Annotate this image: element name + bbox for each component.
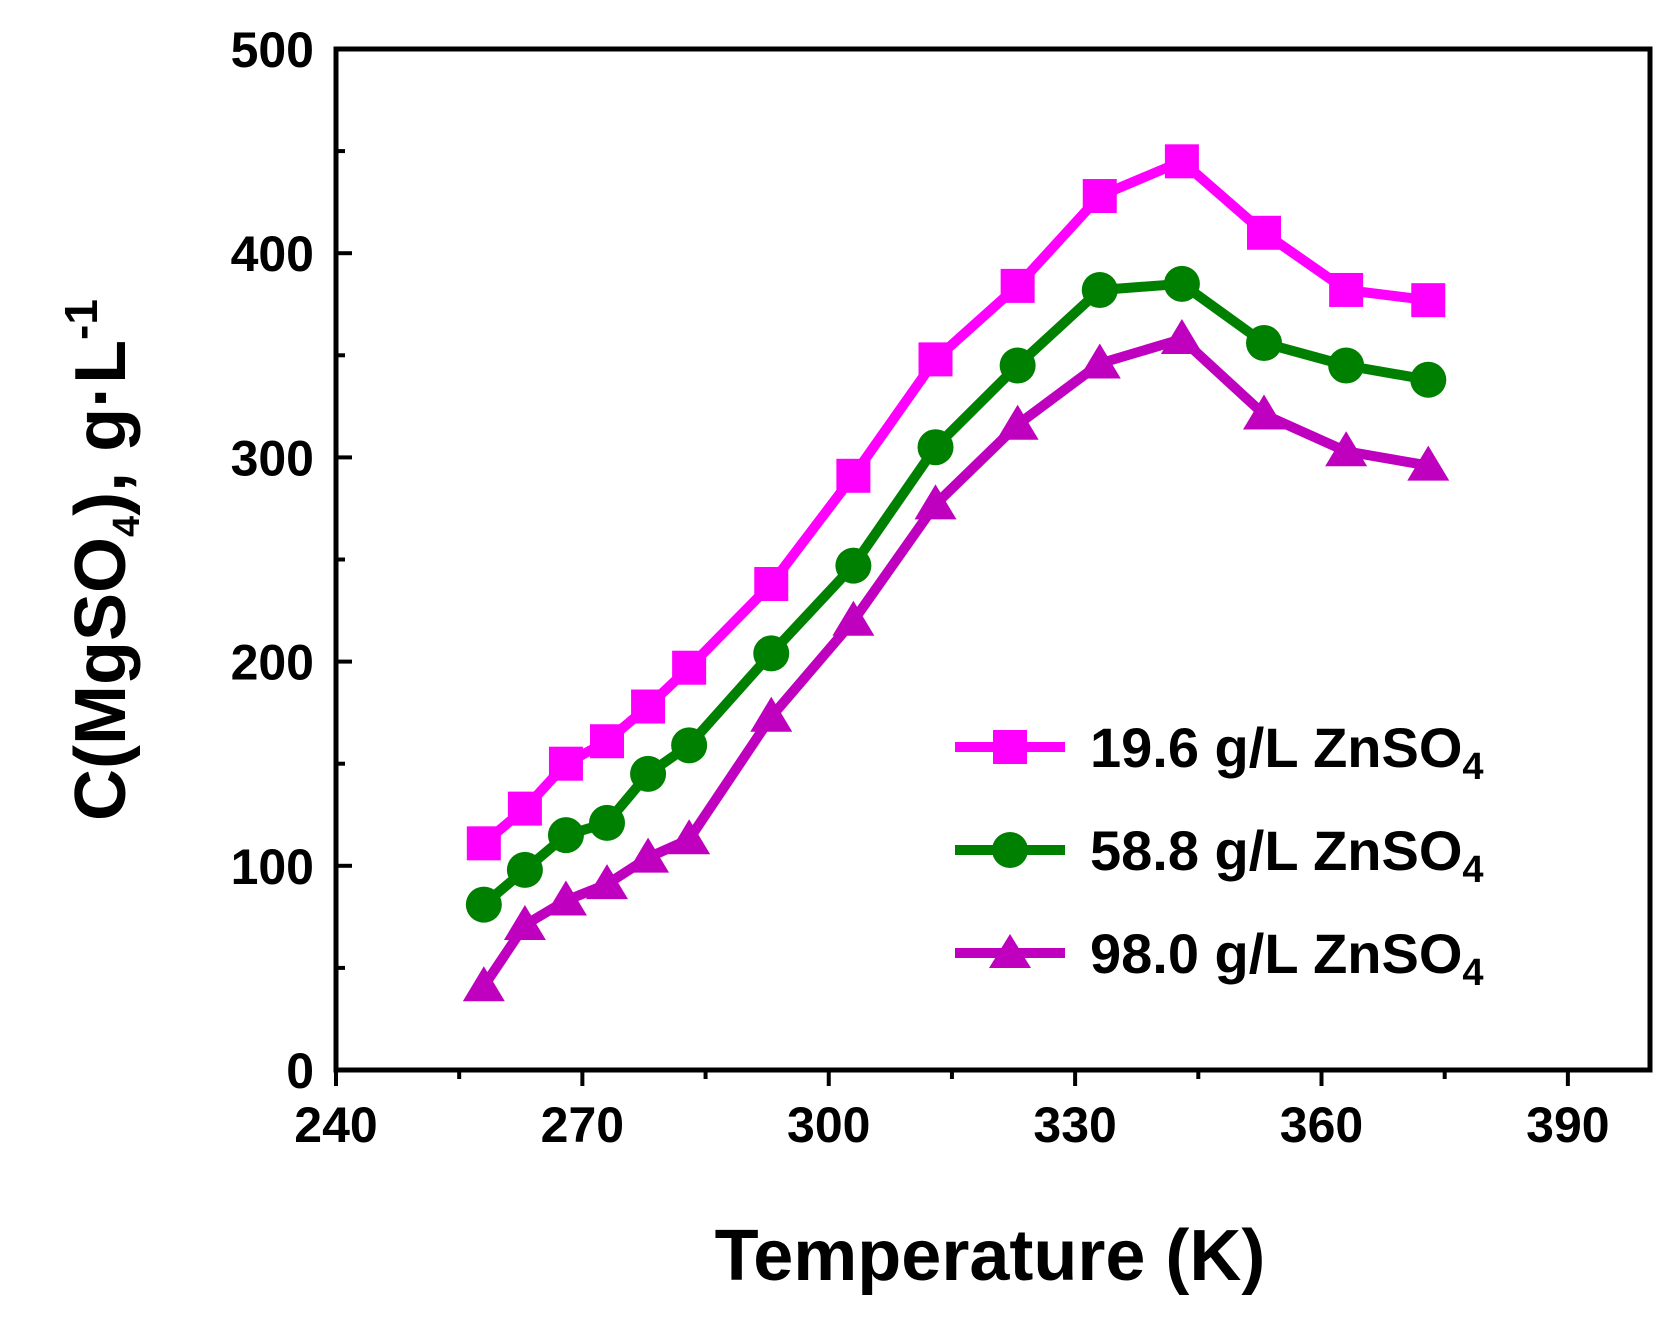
data-point-triangle — [832, 600, 875, 636]
y-axis-title-subscript: 4 — [106, 516, 148, 537]
data-point-circle — [1328, 347, 1365, 384]
legend: 19.6 g/L ZnSO4 58.8 g/L ZnSO4 98.0 g/L Z… — [955, 716, 1484, 994]
data-point-square — [836, 458, 871, 493]
data-point-circle — [506, 851, 543, 888]
y-axis-title: C(MgSO4), g·L-1 — [55, 299, 148, 821]
data-point-square — [1000, 268, 1035, 303]
series-line — [479, 334, 1430, 990]
data-point-triangle — [627, 837, 670, 873]
y-tick-label: 200 — [231, 635, 314, 691]
data-point-circle — [465, 886, 502, 923]
legend-entry: 98.0 g/L ZnSO4 — [955, 922, 1484, 994]
legend-entry: 19.6 g/L ZnSO4 — [955, 716, 1484, 788]
y-tick-label: 100 — [231, 839, 314, 895]
x-tick-label: 300 — [787, 1097, 870, 1153]
data-point-circle — [547, 817, 584, 854]
data-point-square — [1082, 179, 1117, 214]
data-point-triangle — [503, 905, 546, 941]
legend-label-2-sub: 4 — [1462, 849, 1483, 891]
data-point-triangle — [1243, 394, 1286, 430]
x-tick-label: 330 — [1033, 1097, 1116, 1153]
data-point-square — [1164, 144, 1199, 179]
data-point-triangle — [750, 696, 793, 732]
x-tick-label: 390 — [1526, 1097, 1609, 1153]
data-point-circle — [1081, 271, 1118, 308]
x-axis-title: Temperature (K) — [715, 1216, 1266, 1296]
data-point-circle — [671, 727, 708, 764]
data-point-square — [918, 342, 953, 377]
y-tick-label: 500 — [231, 22, 314, 78]
y-axis-title-superscript: -1 — [55, 299, 107, 340]
data-point-circle — [1410, 361, 1447, 398]
data-point-circle — [753, 635, 790, 672]
data-point-triangle — [1407, 445, 1450, 481]
plot-series — [462, 144, 1450, 1002]
data-point-circle — [999, 347, 1036, 384]
x-tick-label: 240 — [294, 1097, 377, 1153]
legend-label-1-sub: 4 — [1462, 746, 1483, 788]
legend-label-3: 98.0 g/L ZnSO4 — [1090, 922, 1484, 994]
data-point-square — [1411, 283, 1446, 318]
data-point-triangle — [544, 880, 587, 916]
data-point-square — [1329, 272, 1364, 307]
y-axis-title-main: C(MgSO — [61, 537, 141, 821]
data-point-circle — [630, 755, 667, 792]
legend-entry: 58.8 g/L ZnSO4 — [955, 819, 1484, 891]
data-point-square — [466, 826, 501, 861]
data-point-triangle — [1160, 318, 1203, 354]
y-axis-title-rest: ), g·L — [61, 340, 141, 516]
series-1 — [466, 144, 1446, 861]
data-point-triangle — [1325, 431, 1368, 467]
data-point-triangle — [1078, 343, 1121, 379]
data-point-circle — [589, 804, 626, 841]
x-tick-label: 360 — [1280, 1097, 1363, 1153]
y-tick-label: 0 — [286, 1043, 314, 1099]
data-point-circle — [835, 547, 872, 584]
data-point-square — [631, 689, 666, 724]
legend-label-2-main: 58.8 g/L ZnSO — [1090, 819, 1462, 882]
data-point-square — [1247, 215, 1282, 250]
y-tick-label: 300 — [231, 430, 314, 486]
data-point-triangle — [914, 484, 957, 520]
legend-marker-circle — [992, 832, 1028, 868]
legend-marker-triangle — [989, 934, 1031, 968]
legend-label-1: 19.6 g/L ZnSO4 — [1090, 716, 1484, 788]
data-point-circle — [1246, 325, 1283, 362]
legend-label-2: 58.8 g/L ZnSO4 — [1090, 819, 1484, 891]
y-tick-label: 400 — [231, 226, 314, 282]
data-point-square — [548, 746, 583, 781]
legend-label-3-sub: 4 — [1462, 952, 1483, 994]
data-point-square — [672, 650, 707, 685]
series-line — [480, 278, 1430, 909]
legend-marker-square — [993, 730, 1027, 764]
data-point-square — [507, 791, 542, 826]
series-2 — [465, 265, 1447, 923]
data-point-circle — [1163, 265, 1200, 302]
data-point-square — [590, 724, 625, 759]
data-point-triangle — [996, 404, 1039, 440]
data-point-circle — [917, 429, 954, 466]
data-point-square — [754, 567, 789, 602]
data-point-triangle — [586, 864, 629, 900]
x-tick-label: 270 — [541, 1097, 624, 1153]
data-point-triangle — [462, 966, 505, 1002]
series-3 — [462, 318, 1450, 1002]
data-point-triangle — [668, 819, 711, 855]
axes: 240 270 300 330 360 390 0 100 200 300 400 500 — [231, 22, 1653, 1153]
legend-label-3-main: 98.0 g/L ZnSO — [1090, 922, 1462, 985]
legend-label-1-main: 19.6 g/L ZnSO — [1090, 716, 1462, 779]
